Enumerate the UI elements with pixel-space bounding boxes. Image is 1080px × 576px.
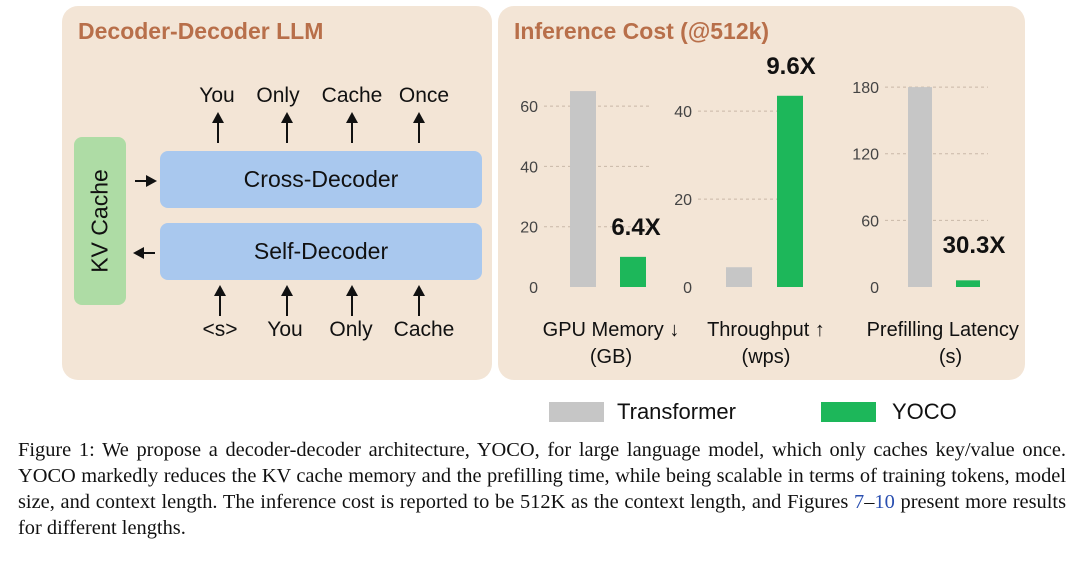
kv-cache-label: KV Cache — [86, 169, 113, 273]
figure-ref-link[interactable]: 10 — [874, 491, 895, 513]
gpu-memory-tick-label: 40 — [520, 159, 538, 176]
inference-cost-charts: 0 20 40 60 6.4X GPU Memory ↓ (GB) 0 20 40 9.6X Thro… — [520, 53, 1025, 368]
gpu-memory-xlabel: GPU Memory ↓ — [543, 319, 680, 341]
output-token-once: Once — [398, 84, 450, 107]
output-token-you: You — [199, 84, 235, 107]
up-arrow-icon — [413, 285, 425, 316]
gpu-memory-tick-label: 20 — [520, 220, 538, 237]
input-token-cache: Cache — [393, 318, 455, 341]
gpu-memory-tick-label: 0 — [529, 280, 538, 297]
cross-decoder-block: Cross-Decoder — [160, 151, 482, 208]
prefilling-latency-tick-label: 180 — [852, 80, 879, 97]
up-arrow-icon — [346, 285, 358, 316]
throughput-tick-label: 40 — [674, 104, 692, 121]
gpu-memory-tick-label: 60 — [520, 99, 538, 116]
up-arrow-icon — [212, 112, 224, 143]
right-arrow-icon — [135, 175, 157, 187]
output-token-cache: Cache — [321, 84, 383, 107]
throughput-xlabel: Throughput ↑ — [707, 319, 825, 341]
up-arrow-icon — [214, 285, 226, 316]
throughput-xlabel-unit: (wps) — [742, 346, 791, 368]
figure-caption: Figure 1: We propose a decoder-decoder a… — [18, 437, 1066, 541]
throughput-bar-yoco — [777, 95, 803, 287]
gpu-memory-bar-transformer — [570, 91, 596, 287]
legend-label-yoco: YOCO — [892, 399, 957, 424]
legend-label-transformer: Transformer — [617, 399, 736, 424]
self-decoder-block: Self-Decoder — [160, 223, 482, 280]
prefilling-latency-bar-transformer — [908, 87, 932, 288]
self-decoder-label: Self-Decoder — [253, 238, 389, 264]
output-token-only: Only — [256, 84, 300, 107]
prefilling-latency-tick-label: 120 — [852, 147, 879, 164]
left-arrow-icon — [133, 247, 155, 259]
prefilling-latency-xlabel: Prefilling Latency ↓ — [867, 319, 1025, 341]
architecture-title: Decoder-Decoder LLM — [78, 18, 324, 44]
inference-cost-title: Inference Cost (@512k) — [514, 18, 770, 44]
up-arrow-icon — [346, 112, 358, 143]
throughput-bar-transformer — [726, 267, 752, 287]
caption-dash: – — [864, 491, 875, 513]
legend-swatch-transformer — [549, 402, 604, 422]
throughput-annotation: 9.6X — [766, 53, 815, 80]
up-arrow-icon — [413, 112, 425, 143]
prefilling-latency-tick-label: 60 — [861, 213, 879, 230]
throughput-tick-label: 20 — [674, 192, 692, 209]
prefilling-latency-tick-label: 0 — [870, 280, 879, 297]
figure-ref-link[interactable]: 7 — [854, 491, 865, 513]
caption-text-end: present more results for different lengt… — [18, 491, 1066, 539]
up-arrow-icon — [281, 285, 293, 316]
gpu-memory-bar-yoco — [620, 256, 646, 287]
kv-cache-block: KV Cache — [74, 137, 126, 305]
gpu-memory-annotation: 6.4X — [611, 214, 660, 241]
legend-swatch-yoco — [821, 402, 876, 422]
input-token-only: Only — [329, 318, 373, 341]
caption-text: Figure 1: We propose a decoder-decoder a… — [18, 439, 1066, 513]
cross-decoder-label: Cross-Decoder — [243, 166, 399, 192]
input-token-you: You — [267, 318, 303, 341]
prefilling-latency-xlabel-unit: (s) — [939, 346, 962, 368]
gpu-memory-xlabel-unit: (GB) — [590, 346, 632, 368]
up-arrow-icon — [281, 112, 293, 143]
throughput-tick-label: 0 — [683, 280, 692, 297]
prefilling-latency-bar-yoco — [956, 280, 980, 287]
prefilling-latency-annotation: 30.3X — [943, 232, 1006, 259]
input-token-start: <s> — [202, 318, 238, 341]
